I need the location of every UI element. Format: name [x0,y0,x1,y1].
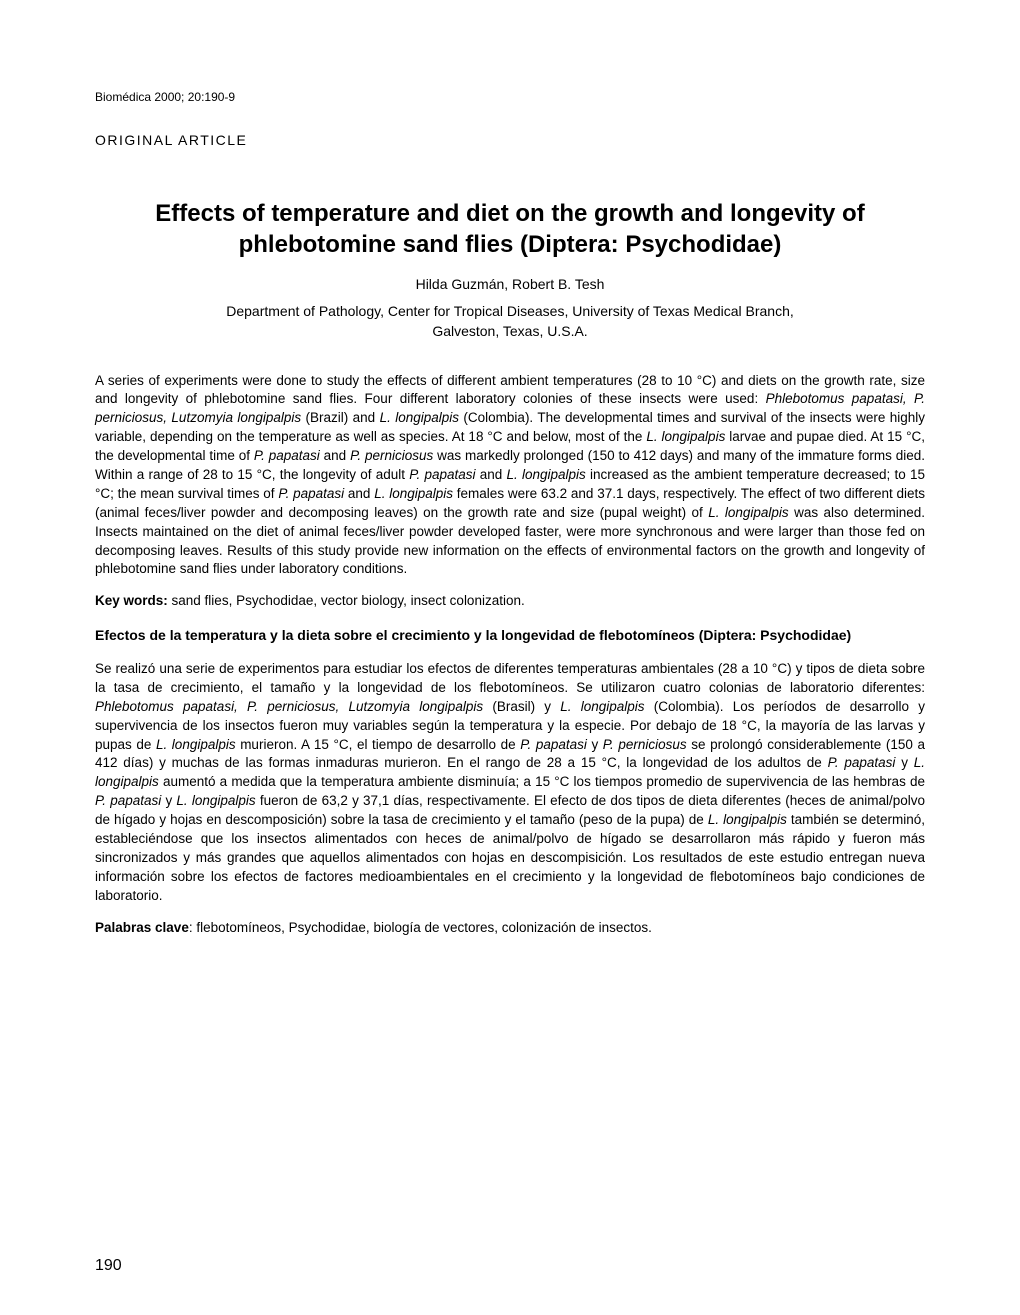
affiliation-line-2: Galveston, Texas, U.S.A. [432,323,587,339]
abstract-english: A series of experiments were done to stu… [95,372,925,580]
title-spanish: Efectos de la temperatura y la dieta sob… [95,626,925,646]
keywords-text-en: sand flies, Psychodidae, vector biology,… [168,593,525,608]
journal-reference: Biomédica 2000; 20:190-9 [95,90,925,104]
keywords-label-en: Key words: [95,593,168,608]
keywords-text-es: : flebotomíneos, Psychodidae, biología d… [189,920,652,935]
abstract-spanish: Se realizó una serie de experimentos par… [95,660,925,906]
keywords-label-es: Palabras clave [95,920,189,935]
authors: Hilda Guzmán, Robert B. Tesh [95,276,925,292]
page-number: 190 [95,1257,122,1275]
article-type: ORIGINAL ARTICLE [95,132,925,148]
article-title: Effects of temperature and diet on the g… [95,198,925,260]
affiliation-line-1: Department of Pathology, Center for Trop… [226,303,794,319]
keywords-spanish: Palabras clave: flebotomíneos, Psychodid… [95,920,925,935]
keywords-english: Key words: sand flies, Psychodidae, vect… [95,593,925,608]
affiliation: Department of Pathology, Center for Trop… [95,302,925,341]
